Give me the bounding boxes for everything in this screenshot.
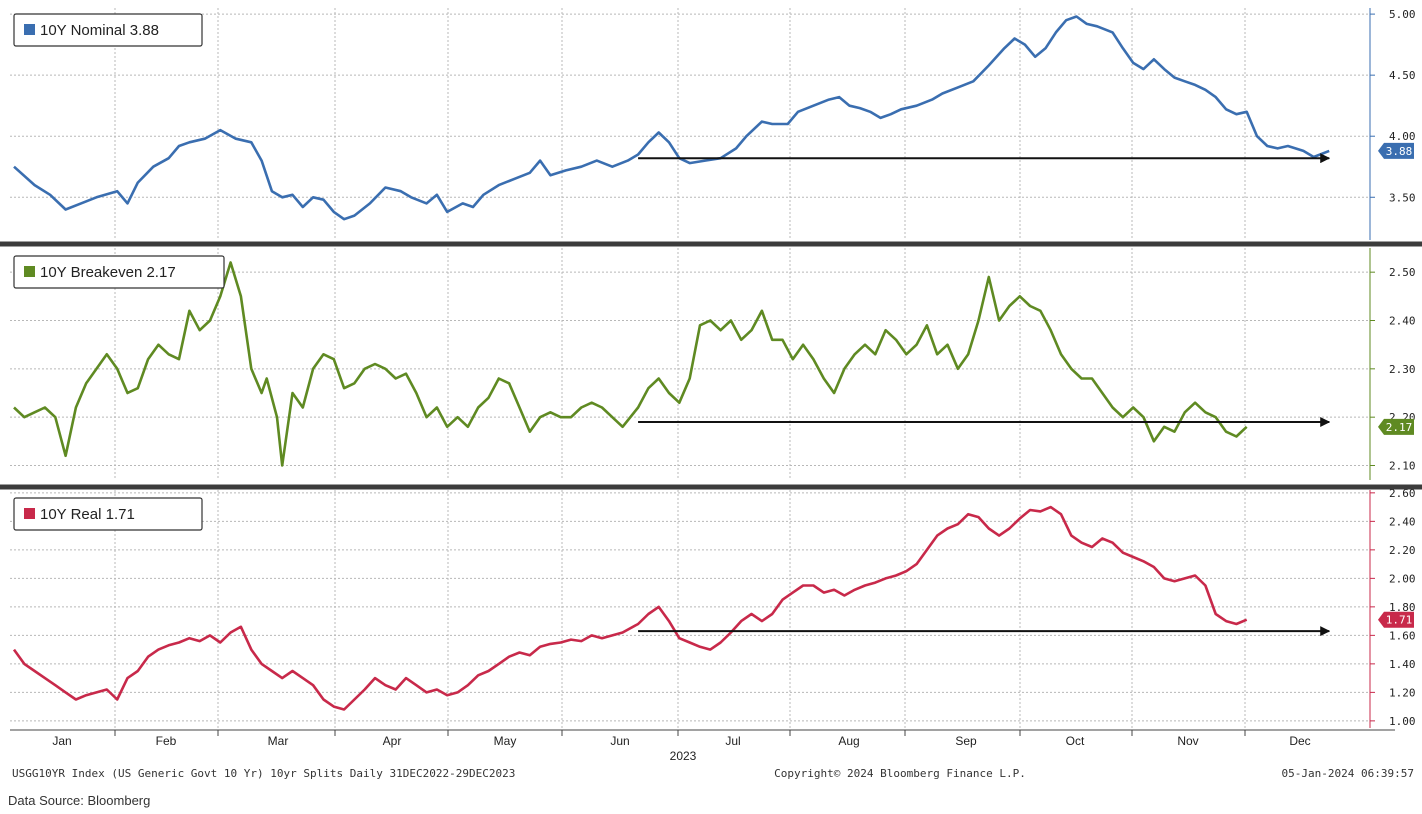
chart-panel-1: 3.50 4.00 4.50 5.00 3.88 10Y Nominal 3.88 [10, 8, 1416, 240]
legend-box [13, 497, 203, 531]
x-tick-label: Feb [156, 734, 177, 748]
legend-swatch [24, 24, 35, 35]
series-line [13, 15, 1330, 221]
y-tick-label: 1.60 [1389, 629, 1416, 642]
last-value-label: 3.88 [1386, 145, 1413, 158]
legend-box [13, 13, 203, 47]
y-tick-label: 5.00 [1389, 8, 1416, 21]
x-tick-label: Jun [610, 734, 629, 748]
chart-panel-3: 1.00 1.20 1.40 1.60 1.80 2.00 2.20 2.40 2.60 1.71… [10, 487, 1416, 728]
footer-left: USGG10YR Index (US Generic Govt 10 Yr) 1… [12, 767, 515, 780]
y-tick-label: 2.40 [1389, 315, 1416, 328]
x-tick-label: Sep [955, 734, 977, 748]
legend-swatch [24, 508, 35, 519]
y-tick-label: 4.00 [1389, 130, 1416, 143]
x-tick-label: Jan [52, 734, 71, 748]
x-tick-label: Mar [268, 734, 289, 748]
y-tick-label: 1.40 [1389, 658, 1416, 671]
footer-right: 05-Jan-2024 06:39:57 [1282, 767, 1414, 780]
y-tick-label: 2.10 [1389, 460, 1416, 473]
y-tick-label: 1.80 [1389, 601, 1416, 614]
y-tick-label: 4.50 [1389, 69, 1416, 82]
x-tick-label: Aug [838, 734, 859, 748]
last-value-tag [1378, 418, 1414, 435]
x-tick-label: Nov [1177, 734, 1198, 748]
x-tick-label: Oct [1066, 734, 1085, 748]
y-tick-label: 2.30 [1389, 363, 1416, 376]
y-tick-label: 2.40 [1389, 515, 1416, 528]
x-tick-label: Dec [1289, 734, 1310, 748]
last-value-tag [1378, 611, 1414, 628]
y-tick-label: 1.20 [1389, 686, 1416, 699]
footer-center: Copyright© 2024 Bloomberg Finance L.P. [774, 767, 1026, 780]
last-value-tag [1378, 142, 1414, 159]
legend-label: 10Y Breakeven 2.17 [40, 264, 176, 281]
data-source-note: Data Source: Bloomberg [8, 793, 151, 808]
last-value-label: 2.17 [1386, 421, 1413, 434]
y-tick-label: 3.50 [1389, 191, 1416, 204]
last-value-label: 1.71 [1386, 614, 1413, 627]
y-tick-label: 2.60 [1389, 487, 1416, 500]
legend-swatch [24, 266, 35, 277]
series-line [13, 261, 1248, 467]
y-tick-label: 2.20 [1389, 544, 1416, 557]
legend-box [13, 255, 225, 289]
x-tick-label: Jul [725, 734, 740, 748]
legend-label: 10Y Real 1.71 [40, 506, 135, 523]
y-tick-label: 2.50 [1389, 266, 1416, 279]
series-line [12, 505, 1248, 711]
y-tick-label: 2.00 [1389, 572, 1416, 585]
x-year-label: 2023 [670, 749, 697, 763]
x-tick-label: May [494, 734, 517, 748]
y-tick-label: 1.00 [1389, 715, 1416, 728]
legend-label: 10Y Nominal 3.88 [40, 22, 159, 39]
x-tick-label: Apr [383, 734, 402, 748]
